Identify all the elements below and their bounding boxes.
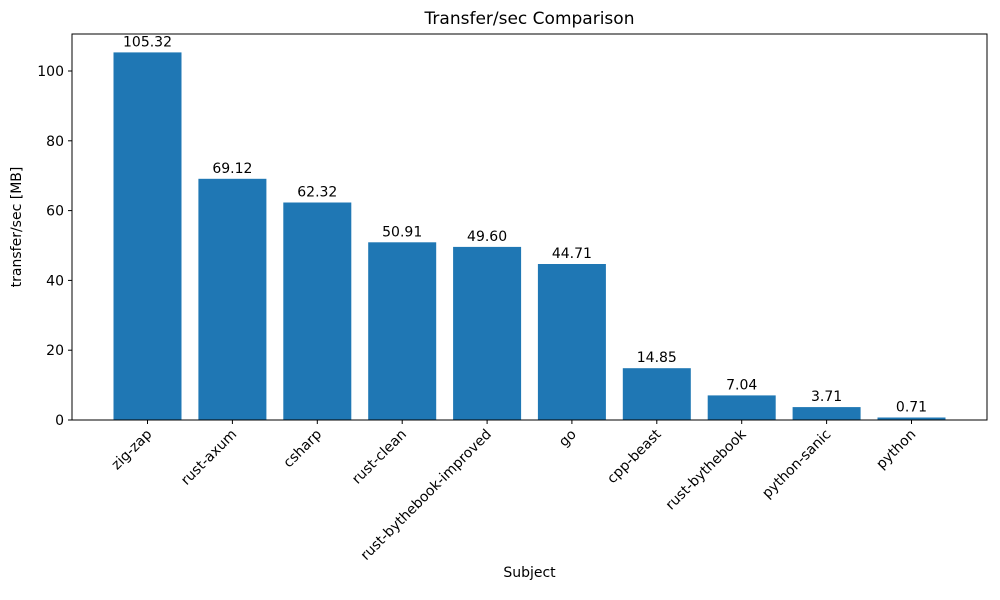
y-tick-label: 80 bbox=[46, 134, 64, 150]
bar-value-label: 0.71 bbox=[896, 400, 927, 416]
y-tick-label: 20 bbox=[46, 343, 64, 359]
x-tick-label: rust-clean bbox=[349, 427, 410, 488]
bar bbox=[368, 242, 437, 420]
bar-value-label: 62.32 bbox=[297, 185, 337, 201]
bar bbox=[113, 52, 182, 421]
bar-value-label: 105.32 bbox=[123, 34, 172, 50]
bar-value-label: 69.12 bbox=[212, 161, 252, 177]
x-axis-label: Subject bbox=[503, 565, 556, 581]
x-tick-label: go bbox=[556, 427, 580, 451]
bar bbox=[283, 202, 352, 420]
x-tick-label: rust-bythebook bbox=[663, 426, 750, 513]
y-tick-label: 40 bbox=[46, 273, 64, 289]
bar bbox=[707, 395, 776, 420]
bar bbox=[453, 246, 522, 420]
bar-value-label: 7.04 bbox=[726, 377, 757, 393]
bar bbox=[537, 264, 606, 420]
x-tick-label: cpp-beast bbox=[604, 426, 665, 487]
bar bbox=[877, 417, 946, 420]
x-tick-label: csharp bbox=[281, 426, 326, 471]
chart-title: Transfer/sec Comparison bbox=[424, 9, 635, 29]
y-axis-label: transfer/sec [MB] bbox=[9, 167, 25, 288]
bar-value-label: 14.85 bbox=[637, 350, 677, 366]
y-tick-label: 100 bbox=[37, 64, 64, 80]
x-tick-label: zig-zap bbox=[109, 426, 156, 473]
x-tick-label: python-sanic bbox=[759, 427, 834, 502]
bar bbox=[792, 407, 861, 420]
bar bbox=[198, 178, 267, 420]
y-tick-label: 0 bbox=[55, 413, 64, 429]
bar-value-label: 44.71 bbox=[552, 246, 592, 262]
plot-frame bbox=[71, 33, 988, 421]
bar-value-label: 3.71 bbox=[811, 389, 842, 405]
y-tick-label: 60 bbox=[46, 204, 64, 220]
bar-value-label: 50.91 bbox=[382, 224, 422, 240]
bar-value-label: 49.60 bbox=[467, 229, 507, 245]
bar bbox=[622, 368, 691, 420]
x-tick-label: python bbox=[873, 427, 919, 473]
x-tick-label: rust-axum bbox=[178, 427, 240, 489]
